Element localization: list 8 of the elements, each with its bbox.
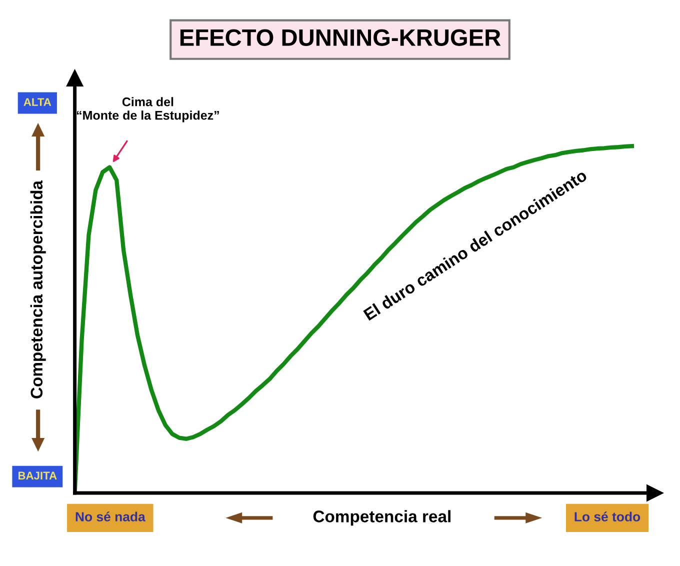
x-axis-title: Competencia real: [313, 510, 450, 526]
text: ALTA: [24, 98, 52, 106]
chart-title: EFECTO DUNNING-KRUGER: [180, 29, 501, 46]
y-axis-title: Competencia autopercibida: [30, 180, 46, 398]
text: Cima del “Monte de la Estupidez”: [76, 97, 219, 122]
text: BAJITA: [18, 472, 57, 480]
text: No sé nada: [76, 512, 146, 522]
text: Lo sé todo: [574, 512, 640, 522]
